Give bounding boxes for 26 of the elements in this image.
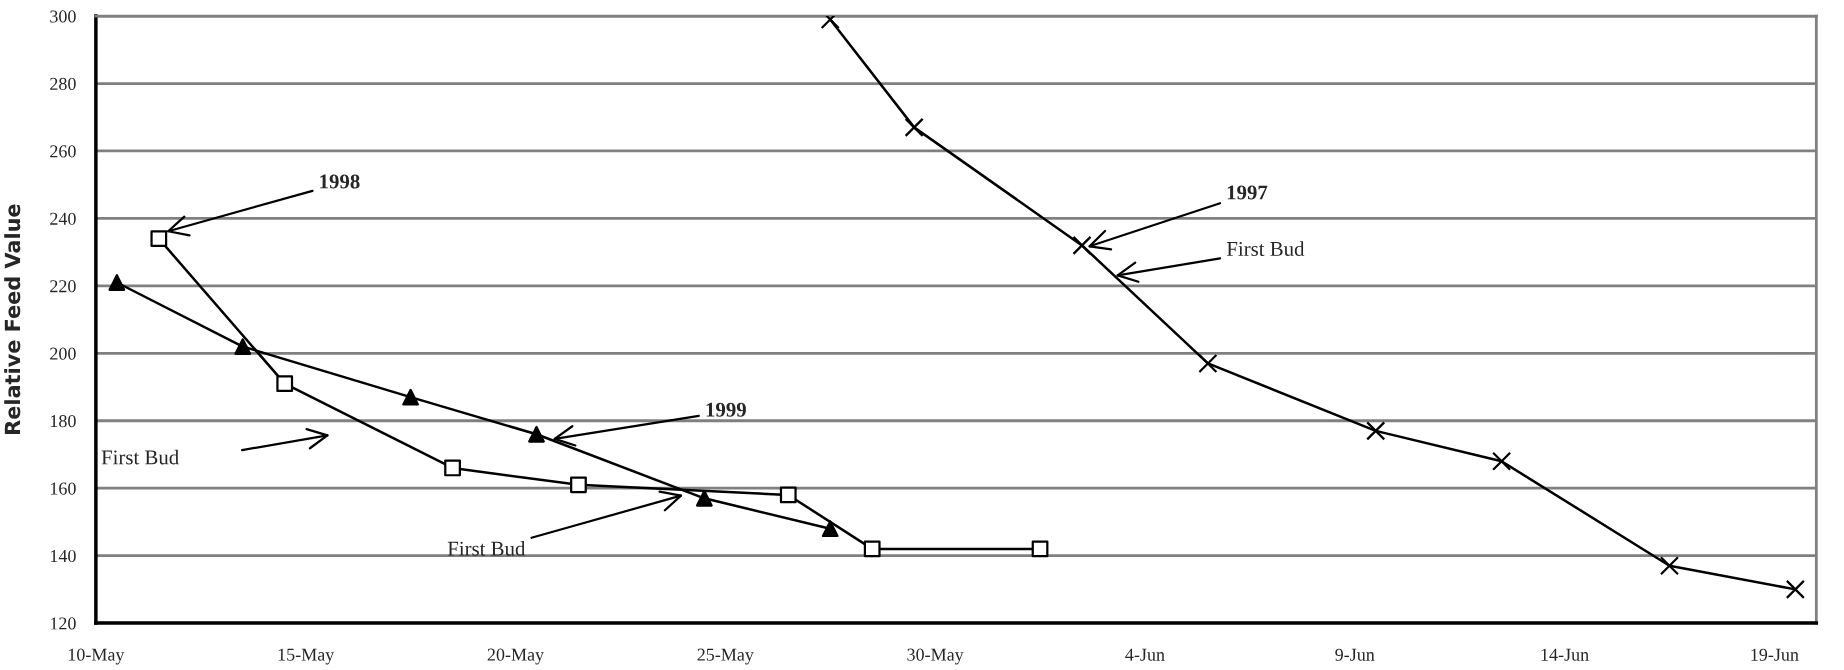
annotation: First Bud [1226, 241, 1305, 256]
x-tick-label: 30-May [907, 648, 964, 665]
x-tick-label: 20-May [487, 648, 545, 665]
x-tick-label: 14-Jun [1541, 648, 1589, 661]
y-tick-label: 140 [50, 549, 76, 563]
annotation: First Bud [101, 449, 179, 465]
x-tick-label: 25-May [697, 648, 754, 665]
y-tick-label: 160 [50, 482, 76, 495]
x-tick-label: 9-Jun [1335, 648, 1375, 661]
y-axis-title: Relative Feed Value [4, 204, 21, 434]
y-tick-label: 220 [50, 280, 76, 293]
annotation: First Bud [447, 541, 526, 556]
annotation: 1998 [320, 174, 360, 189]
annotation: 1997 [1227, 185, 1268, 200]
y-tick-label: 240 [50, 212, 76, 225]
x-tick-label: 4-Jun [1125, 648, 1165, 661]
y-tick-label: 300 [50, 10, 76, 23]
y-tick-label: 280 [50, 77, 76, 90]
x-tick-label: 10-May [68, 648, 125, 665]
y-tick-label: 260 [50, 145, 76, 158]
y-tick-label: 120 [50, 617, 76, 630]
x-tick-label: 19-Jun [1751, 648, 1799, 661]
y-tick-label: 180 [50, 415, 76, 428]
annotation: 1999 [706, 402, 746, 417]
y-tick-label: 200 [50, 347, 76, 360]
x-tick-label: 15-May [278, 648, 335, 665]
